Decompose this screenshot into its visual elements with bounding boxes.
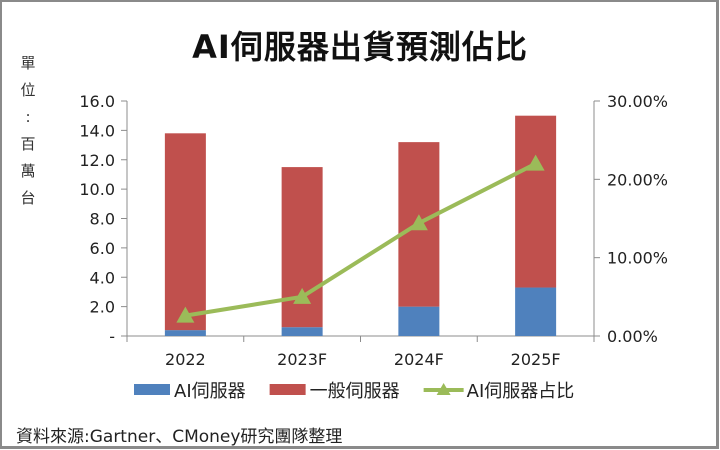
left-axis-tick-label: 12.0 xyxy=(79,151,115,170)
left-axis-tick-label: 4.0 xyxy=(90,268,115,287)
x-axis-category-label: 2024F xyxy=(394,350,444,369)
bar-segment xyxy=(515,287,557,336)
x-axis-category-label: 2025F xyxy=(511,350,561,369)
unit-char: : xyxy=(25,108,31,126)
right-axis-tick-label: 20.00% xyxy=(607,170,668,189)
unit-char: 百 xyxy=(20,135,36,153)
bar-segment xyxy=(281,327,323,336)
unit-char: 單 xyxy=(20,54,36,72)
bar-segment xyxy=(398,306,440,336)
y-axis-unit-label: 單 位 : 百 萬 台 xyxy=(18,50,38,212)
ratio-line xyxy=(185,161,537,318)
left-axis-tick-label: 16.0 xyxy=(79,92,115,111)
legend-label: AI伺服器 xyxy=(174,381,246,402)
x-axis-category-label: 2023F xyxy=(277,350,327,369)
chart-title: AI伺服器出貨預測佔比 xyxy=(192,28,528,66)
left-axis-tick-label: 10.0 xyxy=(79,180,115,199)
legend-triangle-icon xyxy=(436,383,451,395)
triangle-marker-icon xyxy=(176,306,195,323)
unit-char: 台 xyxy=(20,189,36,207)
left-axis-tick-label: 8.0 xyxy=(90,210,115,229)
unit-char: 萬 xyxy=(20,162,36,180)
legend-swatch xyxy=(134,384,170,395)
source-note: 資料來源:Gartner、CMoney研究團隊整理 xyxy=(16,427,343,447)
bar-segment xyxy=(164,330,206,336)
left-axis-tick-label: - xyxy=(109,327,115,346)
unit-char: 位 xyxy=(20,81,36,99)
right-axis-tick-label: 0.00% xyxy=(607,327,658,346)
triangle-marker-icon xyxy=(293,287,312,304)
left-axis-tick-label: 2.0 xyxy=(90,298,115,317)
x-axis-category-label: 2022 xyxy=(165,350,206,369)
triangle-marker-icon xyxy=(409,214,428,231)
legend-swatch xyxy=(269,384,306,395)
left-axis-tick-label: 6.0 xyxy=(90,239,115,258)
left-axis-tick-label: 14.0 xyxy=(79,121,115,140)
triangle-marker-icon xyxy=(526,154,545,171)
legend-label: 一般伺服器 xyxy=(310,381,400,402)
bar-segment xyxy=(164,133,206,331)
right-axis-tick-label: 10.00% xyxy=(607,249,668,268)
right-axis-tick-label: 30.00% xyxy=(607,92,668,111)
legend-label: AI伺服器占比 xyxy=(467,381,575,402)
bar-segment xyxy=(515,115,557,288)
